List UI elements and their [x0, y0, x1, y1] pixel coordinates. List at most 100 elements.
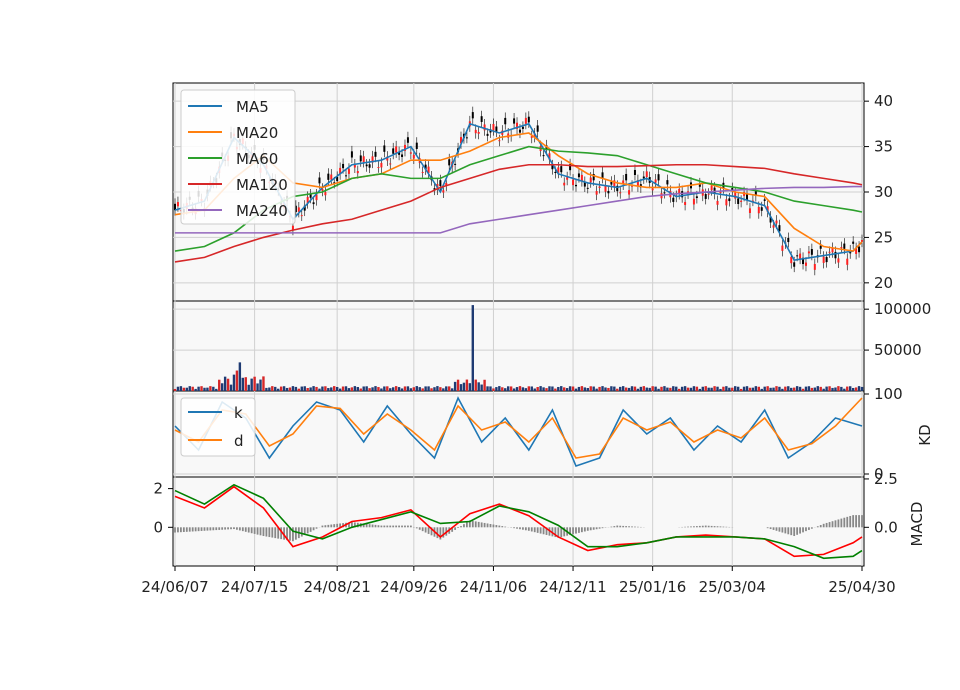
- macd-hist-bar: [362, 523, 365, 528]
- volume-bar: [804, 386, 808, 391]
- volume-bar: [545, 388, 548, 391]
- volume-bar: [739, 388, 743, 391]
- macd-hist-bar: [398, 525, 400, 528]
- macd-hist-bar: [247, 527, 250, 533]
- volume-bar: [772, 387, 775, 391]
- candle-body: [861, 240, 863, 242]
- candle-body: [563, 182, 566, 186]
- volume-bar: [303, 386, 306, 391]
- candle-body: [819, 245, 822, 249]
- macd-hist-bar: [324, 525, 327, 528]
- candle-body: [799, 253, 802, 259]
- volume-bar: [194, 388, 197, 391]
- candle-body: [504, 117, 507, 125]
- macd-hist-bar: [401, 525, 403, 528]
- volume-bar: [327, 388, 330, 391]
- price-y-tick-label: 35: [874, 138, 893, 156]
- macd-hist-bar: [415, 527, 418, 529]
- volume-bar: [439, 387, 442, 391]
- candle-body: [601, 172, 604, 178]
- candle-body: [465, 137, 468, 139]
- candle-body: [554, 171, 557, 174]
- candle-body: [330, 174, 333, 180]
- macd-hist-bar: [383, 525, 386, 528]
- macd-hist-bar: [498, 525, 501, 528]
- macd-hist-bar: [513, 527, 515, 529]
- macd-hist-bar: [203, 527, 206, 531]
- candle-body: [315, 194, 318, 201]
- volume-bar: [763, 386, 766, 391]
- volume-bar: [580, 386, 584, 391]
- volume-bar: [854, 387, 858, 391]
- candle-body: [409, 152, 412, 154]
- volume-bar: [188, 386, 191, 391]
- macd-hist-bar: [519, 527, 521, 530]
- macd-hist-bar: [572, 527, 574, 535]
- volume-bar: [790, 387, 793, 391]
- macd-hist-bar: [212, 527, 215, 531]
- price-y-tick-label: 20: [874, 274, 893, 292]
- candle-body: [781, 245, 784, 251]
- macd-hist-bar: [312, 527, 315, 531]
- candle-body: [613, 180, 616, 187]
- volume-bar: [669, 387, 672, 391]
- volume-bar: [350, 387, 354, 391]
- volume-bar: [810, 387, 814, 391]
- volume-bar: [265, 387, 268, 391]
- series-signal-line: [174, 483, 863, 560]
- macd-hist-bar: [837, 519, 840, 528]
- macd-hist-bar: [598, 527, 601, 529]
- volume-bar: [486, 386, 489, 391]
- volume-bar: [338, 388, 342, 391]
- macd-hist-bar: [368, 524, 371, 528]
- macd-right-tick-label: 2.5: [874, 470, 898, 488]
- volume-bar: [498, 386, 501, 391]
- volume-bar: [748, 387, 752, 391]
- candle-body: [371, 156, 374, 163]
- macd-hist-bar: [215, 527, 218, 531]
- volume-bar: [238, 362, 242, 391]
- macd-hist-bar: [545, 527, 548, 535]
- volume-bar: [719, 388, 722, 391]
- x-tick-label: 25/04/30: [828, 578, 895, 596]
- candle-body: [716, 200, 719, 205]
- volume-bar: [760, 388, 763, 391]
- candle-body: [306, 196, 309, 204]
- volume-bar: [445, 386, 448, 391]
- macd-hist-bar: [819, 525, 822, 528]
- volume-bar: [215, 388, 218, 391]
- candle-body: [174, 203, 176, 211]
- macd-hist-bar: [374, 524, 377, 528]
- volume-bar: [548, 386, 551, 391]
- legend-k: k: [234, 404, 243, 422]
- candle-body: [359, 155, 362, 162]
- volume-bar: [627, 387, 631, 391]
- volume-bar: [710, 387, 713, 391]
- candle-body: [362, 156, 365, 162]
- candle-body: [790, 256, 793, 264]
- macd-hist-bar: [569, 527, 571, 535]
- macd-hist-bar: [471, 520, 474, 528]
- candle-body: [843, 243, 846, 249]
- macd-hist-bar: [634, 526, 636, 528]
- volume-bar: [294, 386, 298, 391]
- macd-hist-bar: [253, 527, 256, 534]
- volume-bar: [191, 386, 194, 391]
- candle-body: [834, 251, 837, 259]
- volume-bar: [462, 382, 466, 391]
- price-y-tick-label: 40: [874, 92, 893, 110]
- volume-bar: [448, 386, 451, 391]
- volume-bar: [680, 386, 684, 391]
- volume-panel: [172, 300, 865, 392]
- volume-bar: [518, 386, 522, 391]
- macd-hist-bar: [262, 527, 265, 537]
- macd-hist-bar: [722, 526, 725, 528]
- volume-bar: [297, 388, 301, 391]
- volume-bar: [769, 387, 772, 391]
- macd-hist-bar: [790, 527, 793, 536]
- candle-body: [516, 122, 519, 129]
- candle-body: [852, 241, 855, 244]
- volume-bar: [247, 384, 250, 391]
- candle-body: [651, 188, 654, 191]
